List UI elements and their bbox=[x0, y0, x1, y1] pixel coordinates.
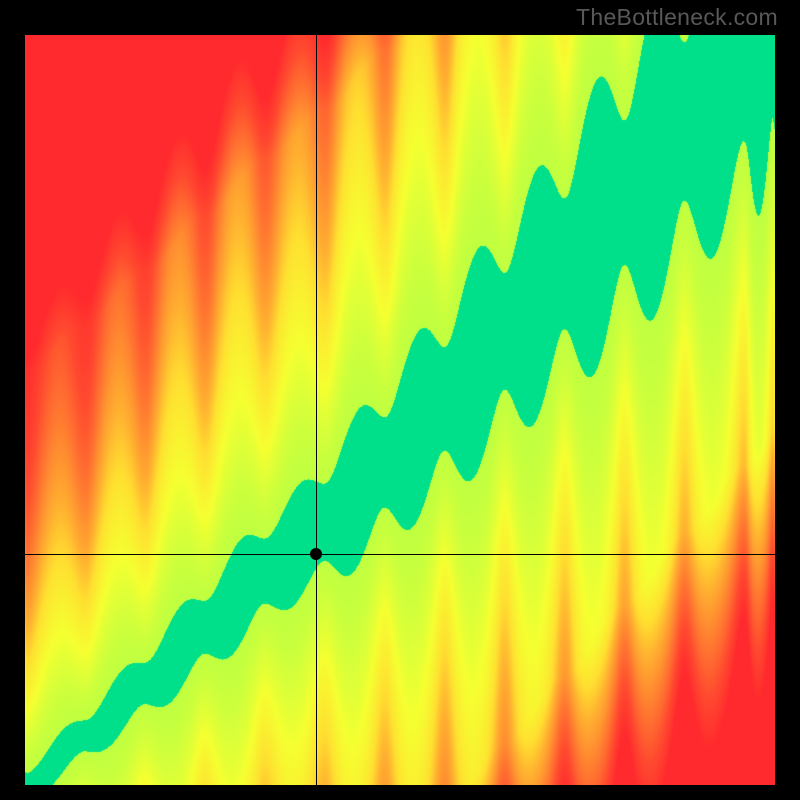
watermark-text: TheBottleneck.com bbox=[576, 4, 778, 31]
crosshair-marker bbox=[310, 548, 322, 560]
crosshair-horizontal bbox=[25, 554, 775, 555]
crosshair-vertical bbox=[316, 35, 317, 785]
heatmap-plot bbox=[25, 35, 775, 785]
heatmap-canvas bbox=[25, 35, 775, 785]
